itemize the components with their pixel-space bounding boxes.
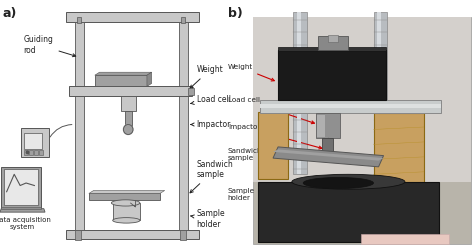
- Bar: [77, 17, 81, 23]
- Bar: [181, 17, 185, 23]
- Ellipse shape: [322, 153, 333, 157]
- Polygon shape: [95, 72, 152, 75]
- Bar: [322, 138, 333, 154]
- Bar: [29, 150, 33, 155]
- Bar: [89, 193, 160, 200]
- Bar: [278, 50, 386, 100]
- Bar: [121, 96, 136, 111]
- Bar: [374, 12, 387, 174]
- Bar: [377, 12, 381, 174]
- Text: Sandwich
sample: Sandwich sample: [190, 160, 234, 193]
- Text: b): b): [228, 7, 243, 20]
- Bar: [293, 12, 307, 174]
- Bar: [24, 133, 42, 149]
- Bar: [180, 230, 186, 240]
- Bar: [261, 100, 441, 113]
- Text: Load cell: Load cell: [191, 95, 231, 104]
- Bar: [297, 12, 301, 174]
- Bar: [278, 47, 386, 51]
- Circle shape: [27, 151, 28, 154]
- Polygon shape: [89, 190, 164, 193]
- Bar: [34, 150, 37, 155]
- Bar: [75, 230, 81, 240]
- Text: Weight: Weight: [190, 65, 223, 88]
- Bar: [328, 35, 338, 42]
- Text: Impactor: Impactor: [228, 124, 322, 149]
- Text: Sandwich
sample: Sandwich sample: [228, 148, 294, 161]
- Text: Impactor: Impactor: [191, 120, 231, 129]
- Bar: [125, 111, 131, 127]
- Bar: [253, 17, 472, 244]
- Polygon shape: [4, 169, 38, 205]
- Bar: [21, 128, 49, 157]
- Bar: [361, 234, 449, 244]
- Polygon shape: [273, 147, 383, 167]
- Bar: [1, 207, 42, 209]
- Bar: [66, 12, 199, 22]
- Bar: [66, 230, 199, 239]
- Text: a): a): [2, 7, 17, 20]
- Bar: [112, 203, 140, 220]
- Polygon shape: [273, 149, 383, 161]
- Polygon shape: [1, 167, 41, 209]
- Bar: [179, 22, 188, 230]
- Text: Sample
holder: Sample holder: [228, 188, 284, 204]
- Bar: [188, 88, 194, 95]
- Bar: [75, 22, 83, 230]
- Text: Load cell: Load cell: [228, 97, 314, 124]
- Circle shape: [123, 124, 133, 134]
- Polygon shape: [0, 209, 45, 212]
- Bar: [24, 150, 27, 155]
- Text: Weight: Weight: [228, 64, 274, 81]
- Ellipse shape: [292, 174, 405, 189]
- Ellipse shape: [113, 218, 140, 223]
- Bar: [258, 182, 439, 242]
- Bar: [39, 150, 43, 155]
- Bar: [318, 36, 348, 50]
- Bar: [95, 75, 147, 86]
- Bar: [317, 115, 325, 137]
- Bar: [258, 112, 288, 179]
- Ellipse shape: [111, 200, 140, 206]
- Ellipse shape: [303, 177, 374, 189]
- Text: Sample
holder: Sample holder: [191, 209, 225, 229]
- Text: Data acquisition
system: Data acquisition system: [0, 217, 51, 230]
- Bar: [374, 113, 424, 184]
- Bar: [253, 17, 472, 182]
- Bar: [316, 113, 339, 138]
- Bar: [69, 86, 192, 96]
- Polygon shape: [147, 72, 152, 86]
- Text: Guiding
rod: Guiding rod: [24, 35, 76, 57]
- Bar: [261, 104, 441, 108]
